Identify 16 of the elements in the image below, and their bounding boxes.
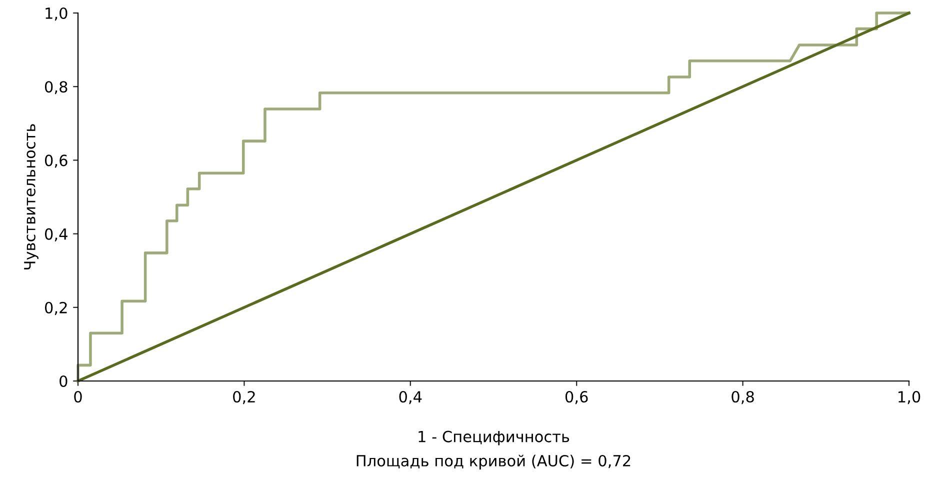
text: Площадь под кривой (AUC) = 0,72 <box>356 454 630 470</box>
y-tick-label: 0,4 <box>44 228 68 242</box>
y-axis-title: Чувствительность <box>24 124 38 270</box>
y-tick-label: 0,2 <box>44 302 67 315</box>
x-tick-label: 0,4 <box>399 390 422 404</box>
x-tick-label: 0,6 <box>565 390 588 404</box>
line-series <box>76 12 910 382</box>
y-tick-label: 0,8 <box>44 81 68 94</box>
x-tick-label: 0 <box>74 390 82 403</box>
x-tick-label: 0,8 <box>732 390 754 404</box>
y-tick-label: 1,0 <box>46 7 68 21</box>
y-tick-label: 0,6 <box>44 154 68 168</box>
x-axis-title: 1 - Специфичность <box>418 430 570 446</box>
x-tick-label: 0,2 <box>233 390 255 404</box>
x-tick-label: 1,0 <box>898 390 920 404</box>
y-tick-label: 0 <box>60 375 68 388</box>
